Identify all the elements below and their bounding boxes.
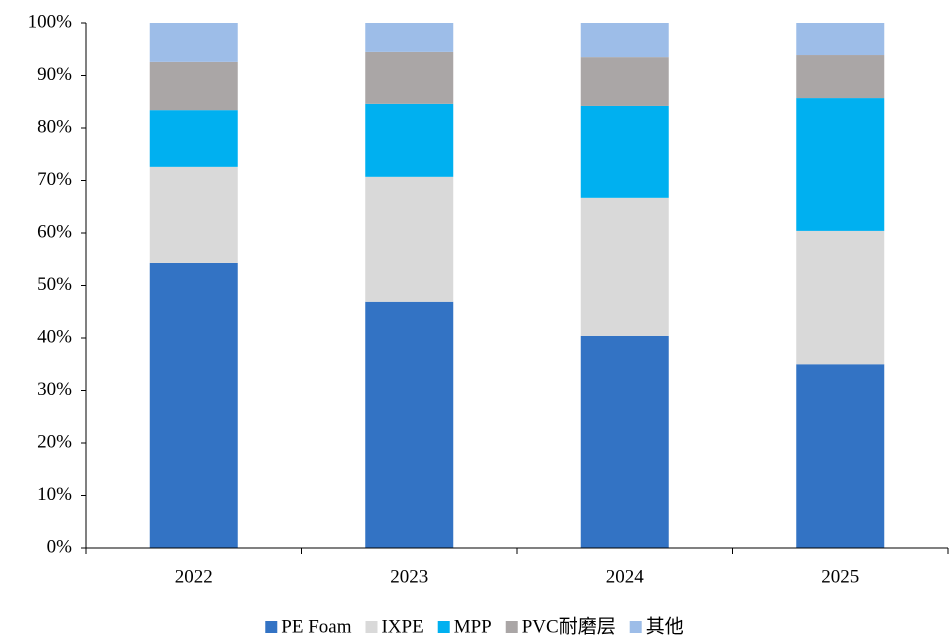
legend-swatch bbox=[505, 621, 518, 633]
bar-segment bbox=[365, 103, 454, 177]
legend-swatch bbox=[265, 621, 278, 633]
bar-segment bbox=[149, 110, 238, 167]
bar-segment bbox=[580, 197, 669, 336]
x-tick-label: 2022 bbox=[175, 566, 213, 587]
bar-segment bbox=[580, 57, 669, 106]
y-tick-label: 100% bbox=[28, 11, 73, 32]
y-tick-label: 80% bbox=[37, 116, 72, 137]
bar-segment bbox=[149, 166, 238, 263]
x-tick-label: 2024 bbox=[606, 566, 645, 587]
y-tick-label: 60% bbox=[37, 221, 72, 242]
y-tick-label: 70% bbox=[37, 169, 72, 190]
bar-segment bbox=[796, 98, 885, 231]
legend-label: IXPE bbox=[381, 616, 423, 635]
y-tick-label: 10% bbox=[37, 484, 72, 505]
y-tick-label: 40% bbox=[37, 326, 72, 347]
y-tick-label: 50% bbox=[37, 274, 72, 295]
bar-segment bbox=[796, 55, 885, 99]
bar-segment bbox=[365, 51, 454, 104]
legend-label: 其他 bbox=[646, 615, 684, 635]
bar-segment bbox=[365, 301, 454, 548]
bar-segment bbox=[149, 23, 238, 62]
legend-swatch bbox=[437, 621, 450, 633]
legend-swatch bbox=[629, 621, 642, 633]
bar-segment bbox=[149, 262, 238, 548]
bar-segment bbox=[365, 176, 454, 302]
legend-label: PVC耐磨层 bbox=[522, 615, 616, 635]
legend-swatch bbox=[365, 621, 378, 633]
x-tick-label: 2025 bbox=[821, 566, 859, 587]
bar-segment bbox=[365, 23, 454, 52]
y-tick-label: 90% bbox=[37, 64, 72, 85]
bar-segment bbox=[580, 335, 669, 548]
y-tick-label: 0% bbox=[47, 536, 73, 557]
bar-segment bbox=[580, 105, 669, 198]
legend-label: PE Foam bbox=[281, 616, 351, 635]
x-tick-label: 2023 bbox=[390, 566, 428, 587]
y-tick-label: 30% bbox=[37, 379, 72, 400]
bar-segment bbox=[796, 364, 885, 548]
bar-segment bbox=[149, 61, 238, 111]
y-tick-label: 20% bbox=[37, 431, 72, 452]
legend-label: MPP bbox=[454, 616, 492, 635]
bar-segment bbox=[796, 23, 885, 56]
bar-segment bbox=[796, 230, 885, 365]
bar-segment bbox=[580, 23, 669, 58]
